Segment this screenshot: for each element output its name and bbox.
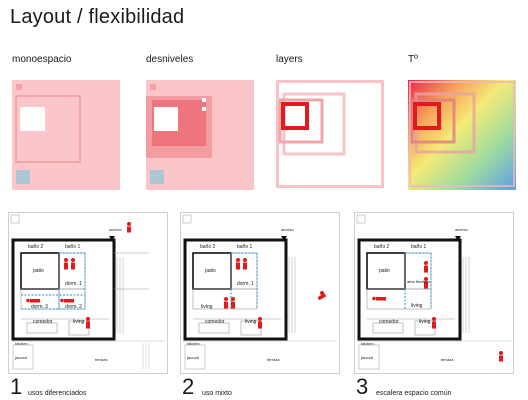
diagram-temperature: [408, 80, 516, 190]
label-bath1: baño 1: [411, 244, 427, 250]
label-entrance: acceso: [455, 227, 468, 232]
label-patio: patio: [33, 268, 44, 274]
label-bed3: dorm. 3: [31, 304, 48, 310]
label-jacuzzi: jacuzzi: [361, 355, 374, 360]
diagram-monoespacio: [12, 80, 120, 190]
label-living: living: [73, 319, 85, 325]
label-dining: comedor: [379, 319, 399, 325]
label-dining: comedor: [33, 319, 53, 325]
label-jacuzzi: jacuzzi: [187, 355, 200, 360]
plan-2: baño 2 baño 1 acceso patio dorm. 1 livin…: [180, 212, 340, 374]
label-bath2: baño 2: [200, 244, 216, 250]
label-kitchen: kitchen: [15, 341, 28, 346]
label-living: living: [411, 303, 423, 309]
label-living: living: [201, 304, 213, 310]
plan-2-number: 2: [182, 374, 195, 399]
label-entrance: acceso: [109, 227, 122, 232]
label-bath2: baño 2: [374, 244, 390, 250]
label-bath2: baño 2: [28, 244, 44, 250]
label-bed1: dorm. 1: [237, 281, 254, 287]
label-workshop: atea flexibles: [407, 279, 431, 284]
concept-label-temperature: Tº: [408, 54, 418, 65]
label-patio: patio: [205, 268, 216, 274]
plan-1-number: 1: [10, 374, 23, 399]
label-terrace: terraza: [267, 357, 280, 362]
label-living-2: living: [419, 319, 431, 325]
concept-label-desniveles: desniveles: [146, 54, 194, 65]
diagram-layers: [276, 80, 384, 190]
label-jacuzzi: jacuzzi: [15, 355, 28, 360]
plan-1-caption: usos diferenciados: [28, 390, 87, 397]
label-entrance: acceso: [281, 227, 294, 232]
concept-label-monoespacio: monoespacio: [12, 54, 72, 65]
plan-3-number: 3: [356, 374, 369, 399]
label-terrace: terraza: [441, 357, 454, 362]
plan-3-caption: escalera espacio común: [376, 390, 452, 397]
label-terrace: terraza: [95, 357, 108, 362]
label-living-2: living: [245, 319, 257, 325]
label-kitchen: kitchen: [187, 341, 200, 346]
label-dining: comedor: [205, 319, 225, 325]
label-bath1: baño 1: [237, 244, 253, 250]
plan-1: baño 2 baño 1 acceso patio dorm. 1 dorm.…: [8, 212, 168, 374]
label-patio: patio: [379, 268, 390, 274]
diagram-desniveles: [146, 80, 254, 190]
label-bath1: baño 1: [65, 244, 81, 250]
label-bed2: dorm. 2: [65, 304, 82, 310]
plan-2-caption: uso mixto: [202, 390, 232, 397]
plan-3: baño 2 baño 1 acceso patio atea flexible…: [354, 212, 514, 374]
concept-label-layers: layers: [276, 54, 303, 65]
label-bed1: dorm. 1: [65, 281, 82, 287]
page-title: Layout / flexibilidad: [10, 6, 185, 28]
label-kitchen: kitchen: [361, 341, 374, 346]
